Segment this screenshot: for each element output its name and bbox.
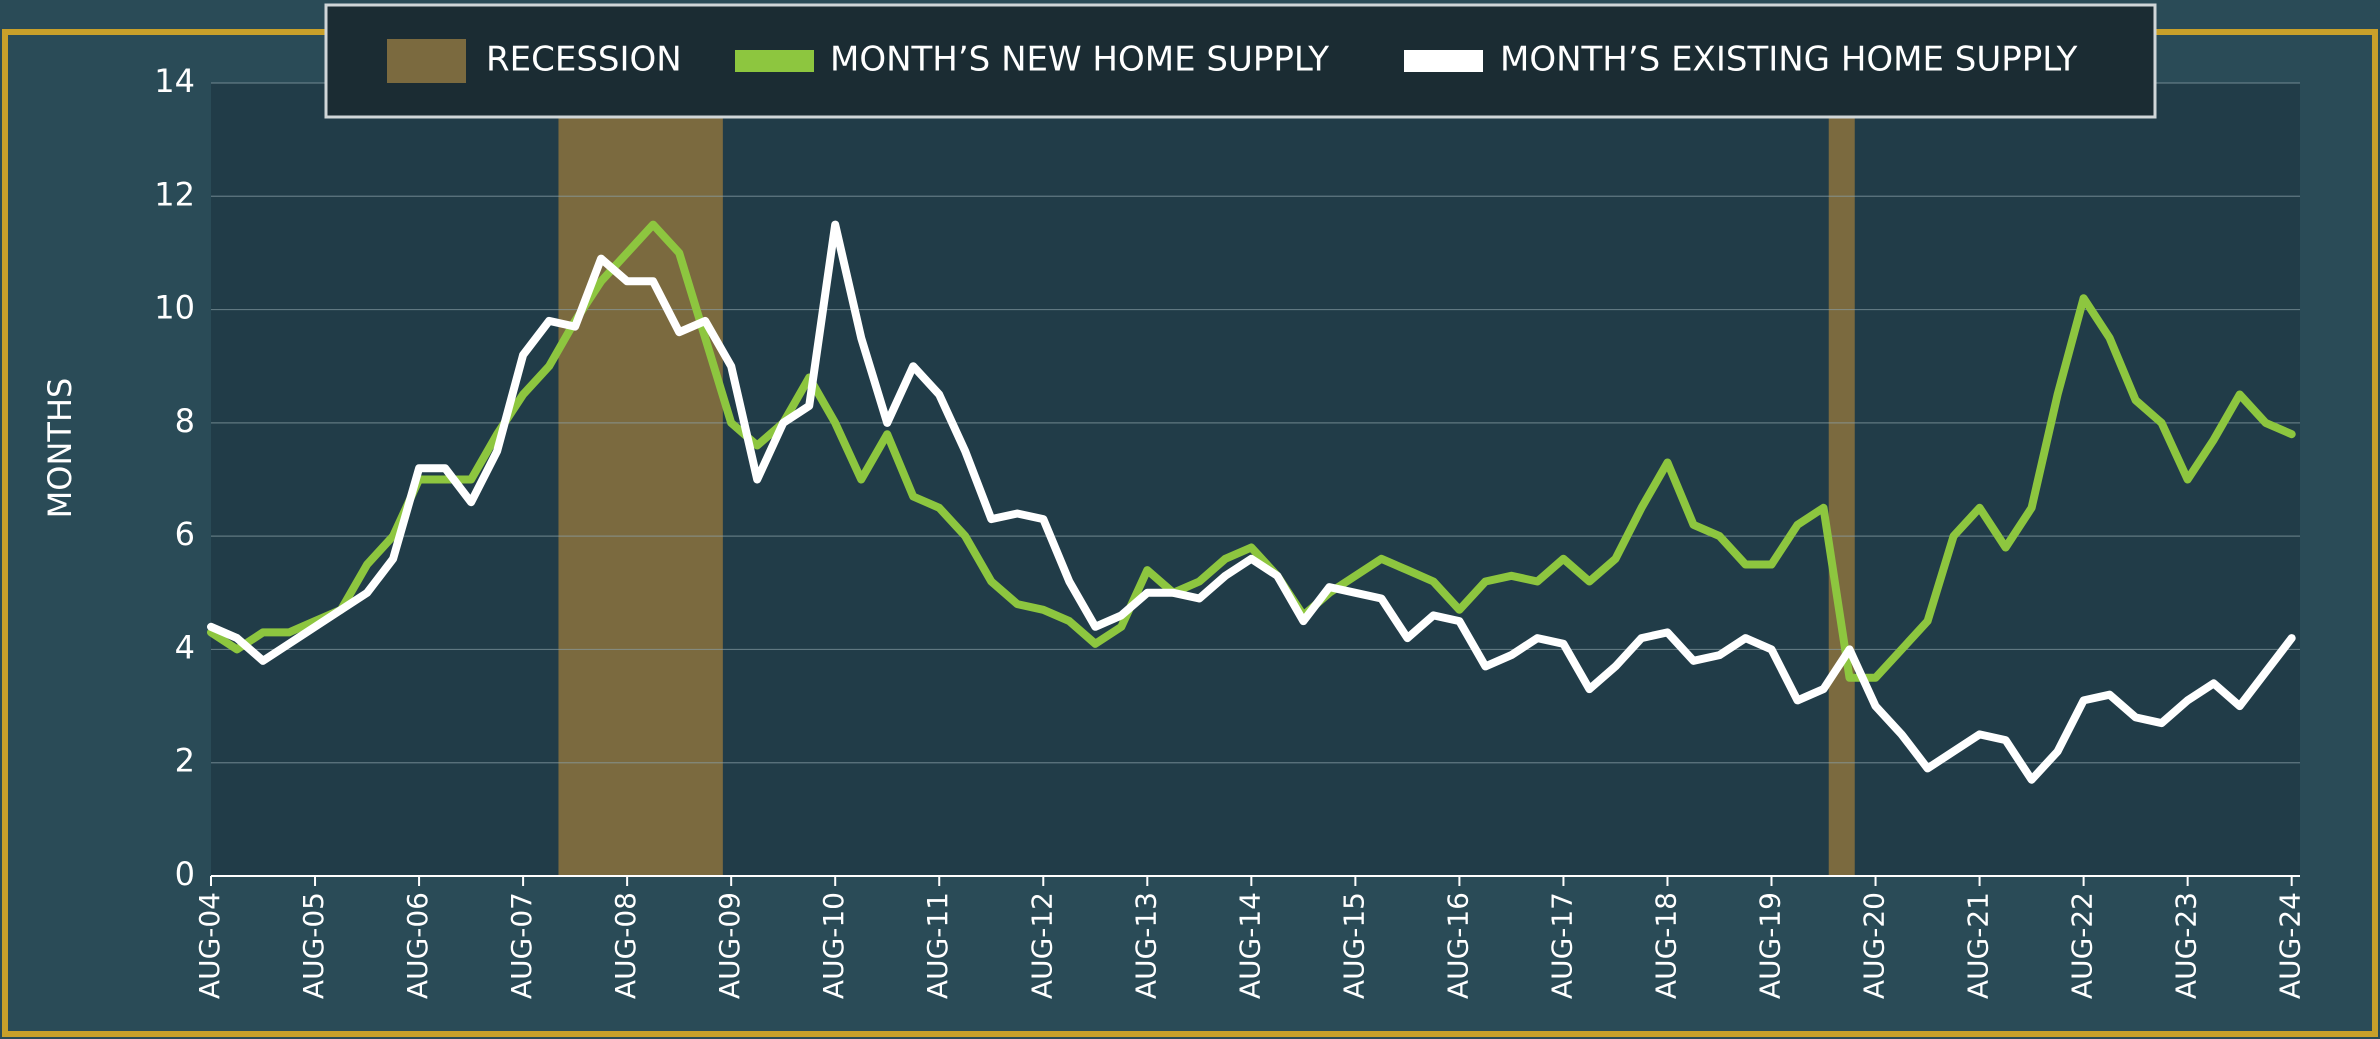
x-tick-label: AUG-11 [921, 892, 954, 999]
x-tick-label: AUG-07 [505, 892, 538, 999]
legend-label: RECESSION [486, 40, 682, 80]
x-tick-label: AUG-19 [1754, 892, 1787, 999]
plot-background [211, 83, 2300, 876]
x-tick-label: AUG-06 [401, 892, 434, 999]
y-tick-label: 2 [175, 742, 195, 780]
y-tick-label: 14 [154, 62, 195, 100]
x-tick-label: AUG-10 [817, 892, 850, 999]
x-tick-label: AUG-24 [2274, 892, 2307, 999]
y-tick-label: 12 [154, 175, 195, 213]
y-tick-label: 6 [175, 515, 195, 553]
y-tick-label: 4 [175, 628, 195, 666]
legend-label: MONTH’S EXISTING HOME SUPPLY [1500, 40, 2078, 80]
x-tick-label: AUG-13 [1129, 892, 1162, 999]
legend-swatch [1404, 50, 1483, 72]
legend-box [324, 3, 2157, 119]
x-tick-label: AUG-18 [1649, 892, 1682, 999]
x-tick-label: AUG-22 [2066, 892, 2099, 999]
x-tick-label: AUG-16 [1441, 892, 1474, 999]
series-line [207, 220, 2296, 784]
x-tick-label: AUG-14 [1233, 892, 1266, 999]
x-tick-label: AUG-05 [297, 892, 330, 999]
x-tick-label: AUG-09 [713, 892, 746, 999]
x-tick-label: AUG-08 [609, 892, 642, 999]
legend-swatch [387, 39, 466, 83]
legend: RECESSION MONTH’S NEW HOME SUPPLY MONTH’S … [324, 3, 2157, 119]
y-tick-label: 8 [175, 402, 195, 440]
plot-area [207, 82, 2300, 877]
x-tick-label: AUG-12 [1025, 892, 1058, 999]
y-axis-label: MONTHS [41, 378, 79, 519]
recession-band [558, 83, 723, 876]
x-tick-label: AUG-20 [1858, 892, 1891, 999]
legend-swatch [735, 50, 814, 72]
x-tick-label: AUG-17 [1545, 892, 1578, 999]
x-tick-label: AUG-21 [1962, 892, 1995, 999]
y-tick-label: 0 [175, 855, 195, 893]
x-tick-label: AUG-15 [1337, 892, 1370, 999]
legend-label: MONTH’S NEW HOME SUPPLY [830, 40, 1329, 80]
series-line [207, 220, 2296, 682]
recession-band [1828, 83, 1855, 876]
y-tick-label: 10 [154, 289, 195, 327]
x-tick-label: AUG-23 [2170, 892, 2203, 999]
x-tick-label: AUG-04 [193, 892, 226, 999]
